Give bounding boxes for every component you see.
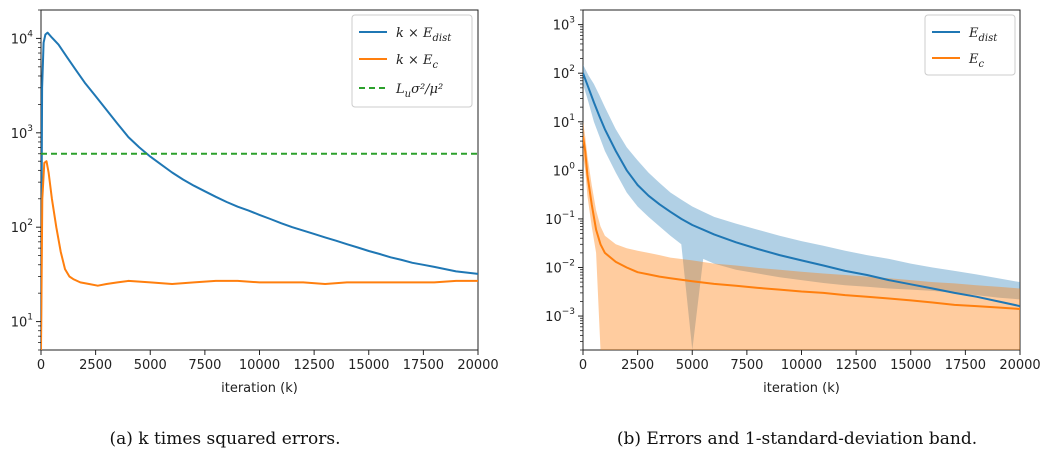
x-tick-label-a: 5000 xyxy=(134,358,167,373)
y-tick-label-b: 10−1 xyxy=(545,210,575,228)
x-tick-label-b: 15000 xyxy=(890,358,931,373)
legend-b-entry-0: Edist xyxy=(968,26,998,44)
band-ec xyxy=(583,121,1020,350)
legend-a-entry-1-main: k × E xyxy=(396,53,433,68)
y-tick-label-b: 10−3 xyxy=(545,307,575,325)
band-edist xyxy=(583,64,1020,350)
x-axis-label-b: iteration (k) xyxy=(763,381,840,396)
legend-b: Edist Ec xyxy=(924,14,1016,76)
series-line-a-0 xyxy=(41,31,478,337)
x-tick-label-a: 2500 xyxy=(79,358,112,373)
x-tick-label-b: 7500 xyxy=(730,358,763,373)
x-tick-label-a: 15000 xyxy=(348,358,389,373)
y-tick-label-a: 101 xyxy=(11,313,33,331)
y-tick-label-b: 102 xyxy=(553,64,575,82)
x-tick-label-b: 20000 xyxy=(999,358,1040,373)
band-group-b xyxy=(583,64,1020,350)
legend-a-entry-2-sub: u xyxy=(405,89,411,100)
legend-box-b xyxy=(924,14,1016,76)
x-tick-label-b: 17500 xyxy=(945,358,986,373)
y-tick-label-b: 101 xyxy=(553,113,575,131)
legend-a-entry-1-sub: c xyxy=(433,60,439,71)
panel-a: 0 2500 5000 7500 10000 12500 15000 17500 20000 1… xyxy=(11,9,499,449)
x-tick-label-a: 0 xyxy=(37,358,45,373)
x-tick-label-b: 2500 xyxy=(621,358,654,373)
legend-b-entry-1-main: E xyxy=(968,52,979,67)
legend-b-entry-1-sub: c xyxy=(979,59,985,70)
y-axis-b: 10−3 10−2 10−1 100 101 102 103 xyxy=(545,9,583,351)
y-tick-label-b: 10−2 xyxy=(545,258,575,276)
x-axis-a: 0 2500 5000 7500 10000 12500 15000 17500 20000 xyxy=(37,350,499,373)
legend-a-entry-0-sub: dist xyxy=(433,33,453,44)
legend-a-entry-2: Luσ²/μ² xyxy=(395,82,443,100)
legend-a-entry-0-main: k × E xyxy=(396,26,433,41)
y-tick-label-b: 103 xyxy=(553,16,575,34)
y-axis-a: 101 102 103 104 xyxy=(11,9,41,351)
legend-a-entry-2-main: L xyxy=(395,82,405,97)
y-tick-label-b: 100 xyxy=(553,161,576,179)
x-tick-label-b: 10000 xyxy=(781,358,822,373)
x-tick-label-b: 0 xyxy=(579,358,587,373)
x-axis-b: 0 2500 5000 7500 10000 12500 15000 17500 20000 xyxy=(579,350,1041,373)
legend-a-entry-1: k × Ec xyxy=(396,53,439,71)
legend-b-entry-0-sub: dist xyxy=(979,33,999,44)
legend-b-entry-0-main: E xyxy=(968,26,979,41)
x-axis-label-a: iteration (k) xyxy=(221,381,298,396)
y-tick-label-a: 102 xyxy=(11,218,33,236)
series-group-a xyxy=(41,31,478,350)
caption-b: (b) Errors and 1-standard-deviation band… xyxy=(617,429,977,449)
series-line-b-0 xyxy=(583,72,1020,308)
y-tick-label-a: 103 xyxy=(11,124,33,142)
legend-a: k × Edist k × Ec Luσ²/μ² xyxy=(351,14,473,108)
x-tick-label-a: 17500 xyxy=(403,358,444,373)
x-tick-label-a: 10000 xyxy=(239,358,280,373)
x-tick-label-a: 20000 xyxy=(457,358,498,373)
series-group-b xyxy=(583,72,1020,310)
legend-b-entry-1: Ec xyxy=(968,52,985,70)
legend-box-a xyxy=(351,14,473,108)
x-tick-label-a: 7500 xyxy=(188,358,221,373)
legend-a-entry-0: k × Edist xyxy=(396,26,452,44)
caption-a: (a) k times squared errors. xyxy=(109,429,340,449)
series-line-a-1 xyxy=(41,160,478,350)
series-line-b-1 xyxy=(583,136,1020,310)
x-tick-label-b: 12500 xyxy=(835,358,876,373)
x-tick-label-a: 12500 xyxy=(293,358,334,373)
panel-b: 0 2500 5000 7500 10000 12500 15000 17500 20000 1… xyxy=(545,9,1041,449)
legend-a-entry-2-rest: σ²/μ² xyxy=(411,82,443,97)
y-tick-label-a: 104 xyxy=(11,29,34,47)
x-tick-label-b: 5000 xyxy=(676,358,709,373)
